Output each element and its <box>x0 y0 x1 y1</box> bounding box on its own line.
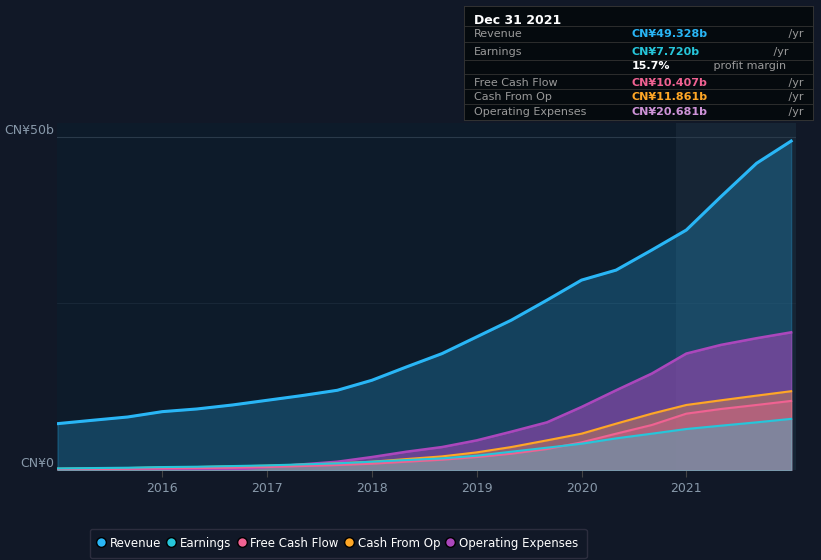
Text: CN¥0: CN¥0 <box>20 458 54 470</box>
Text: CN¥10.407b: CN¥10.407b <box>631 77 707 87</box>
Text: /yr: /yr <box>785 92 804 102</box>
Text: /yr: /yr <box>770 46 788 57</box>
Text: Dec 31 2021: Dec 31 2021 <box>475 13 562 27</box>
Text: CN¥20.681b: CN¥20.681b <box>631 108 708 118</box>
Text: /yr: /yr <box>785 108 804 118</box>
Text: Revenue: Revenue <box>475 29 523 39</box>
Text: CN¥11.861b: CN¥11.861b <box>631 92 708 102</box>
Bar <box>676 123 796 470</box>
Text: Earnings: Earnings <box>475 46 523 57</box>
Text: Operating Expenses: Operating Expenses <box>475 108 587 118</box>
Text: /yr: /yr <box>785 29 804 39</box>
Text: Free Cash Flow: Free Cash Flow <box>475 77 558 87</box>
Text: CN¥50b: CN¥50b <box>4 124 54 137</box>
Text: 15.7%: 15.7% <box>631 62 670 72</box>
Text: CN¥49.328b: CN¥49.328b <box>631 29 708 39</box>
Text: profit margin: profit margin <box>710 62 786 72</box>
Text: /yr: /yr <box>785 77 804 87</box>
Legend: Revenue, Earnings, Free Cash Flow, Cash From Op, Operating Expenses: Revenue, Earnings, Free Cash Flow, Cash … <box>89 529 587 558</box>
Text: CN¥7.720b: CN¥7.720b <box>631 46 699 57</box>
Text: Cash From Op: Cash From Op <box>475 92 553 102</box>
